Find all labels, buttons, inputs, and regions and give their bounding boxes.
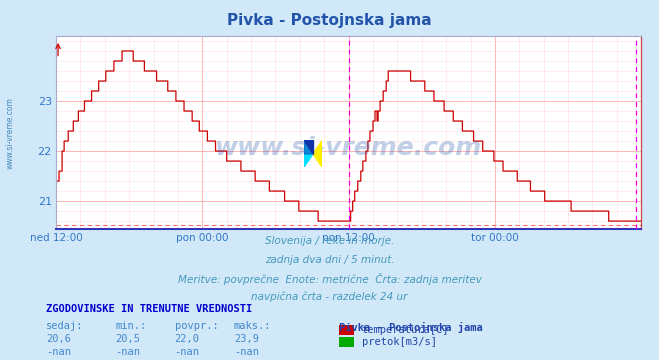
Text: povpr.:: povpr.: [175, 321, 218, 332]
Text: www.si-vreme.com: www.si-vreme.com [215, 136, 482, 160]
Text: temperatura[C]: temperatura[C] [362, 325, 449, 335]
Text: 22,0: 22,0 [175, 334, 200, 344]
Text: ZGODOVINSKE IN TRENUTNE VREDNOSTI: ZGODOVINSKE IN TRENUTNE VREDNOSTI [46, 304, 252, 314]
Text: min.:: min.: [115, 321, 146, 332]
Text: Meritve: povprečne  Enote: metrične  Črta: zadnja meritev: Meritve: povprečne Enote: metrične Črta:… [177, 273, 482, 285]
Text: 20,5: 20,5 [115, 334, 140, 344]
Text: -nan: -nan [115, 347, 140, 357]
Text: maks.:: maks.: [234, 321, 272, 332]
Text: 23,9: 23,9 [234, 334, 259, 344]
Text: sedaj:: sedaj: [46, 321, 84, 332]
Text: -nan: -nan [175, 347, 200, 357]
Text: www.si-vreme.com: www.si-vreme.com [5, 97, 14, 169]
Text: Pivka - Postojnska jama: Pivka - Postojnska jama [339, 321, 483, 333]
Polygon shape [304, 140, 313, 167]
Text: -nan: -nan [46, 347, 71, 357]
Text: 20,6: 20,6 [46, 334, 71, 344]
Text: -nan: -nan [234, 347, 259, 357]
Text: zadnja dva dni / 5 minut.: zadnja dva dni / 5 minut. [265, 255, 394, 265]
Text: pretok[m3/s]: pretok[m3/s] [362, 337, 437, 347]
Text: navpična črta - razdelek 24 ur: navpična črta - razdelek 24 ur [251, 292, 408, 302]
Polygon shape [304, 140, 313, 154]
Text: Pivka - Postojnska jama: Pivka - Postojnska jama [227, 13, 432, 28]
Polygon shape [304, 140, 313, 154]
Polygon shape [313, 140, 322, 167]
Text: Slovenija / reke in morje.: Slovenija / reke in morje. [265, 236, 394, 246]
